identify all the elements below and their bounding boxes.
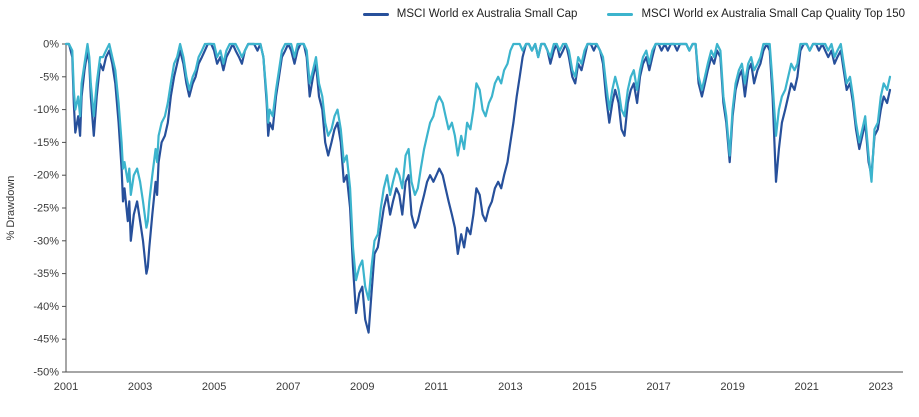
x-tick-label: 2021	[794, 381, 818, 393]
x-tick-label: 2015	[572, 381, 596, 393]
y-tick-label: -20%	[33, 170, 59, 182]
x-tick-label: 2017	[646, 381, 670, 393]
y-tick-label: 0%	[43, 39, 59, 51]
series-line-quality-top-150	[64, 42, 892, 301]
y-tick-label: -25%	[33, 203, 59, 215]
y-tick-label: -30%	[33, 235, 59, 247]
legend-swatch-small-cap-icon	[362, 12, 389, 16]
legend-item-quality-top-150: MSCI World ex Australia Small Cap Qualit…	[607, 8, 905, 20]
x-tick-label: 2003	[128, 381, 152, 393]
y-tick-label: -45%	[33, 334, 59, 346]
legend-item-small-cap: MSCI World ex Australia Small Cap	[362, 8, 578, 20]
x-tick-label: 2013	[498, 381, 522, 393]
y-tick-label: -50%	[33, 367, 59, 379]
x-tick-label: 2009	[350, 381, 374, 393]
legend-label-small-cap: MSCI World ex Australia Small Cap	[396, 8, 578, 20]
series-line-small-cap	[64, 42, 892, 334]
legend-label-quality-top-150: MSCI World ex Australia Small Cap Qualit…	[641, 8, 905, 20]
legend-swatch-quality-top-150-icon	[607, 12, 634, 16]
y-tick-label: -35%	[33, 268, 59, 280]
x-tick-label: 2005	[202, 381, 226, 393]
y-tick-label: -40%	[33, 301, 59, 313]
x-tick-label: 2023	[869, 381, 893, 393]
y-tick-label: -5%	[39, 71, 59, 83]
y-axis-title: % Drawdown	[5, 176, 17, 241]
chart-legend: MSCI World ex Australia Small Cap MSCI W…	[362, 8, 905, 20]
x-tick-label: 2001	[54, 381, 78, 393]
x-tick-label: 2019	[720, 381, 744, 393]
x-tick-label: 2011	[425, 381, 449, 393]
y-tick-label: -15%	[33, 137, 59, 149]
x-tick-label: 2007	[276, 381, 300, 393]
y-tick-label: -10%	[33, 104, 59, 116]
